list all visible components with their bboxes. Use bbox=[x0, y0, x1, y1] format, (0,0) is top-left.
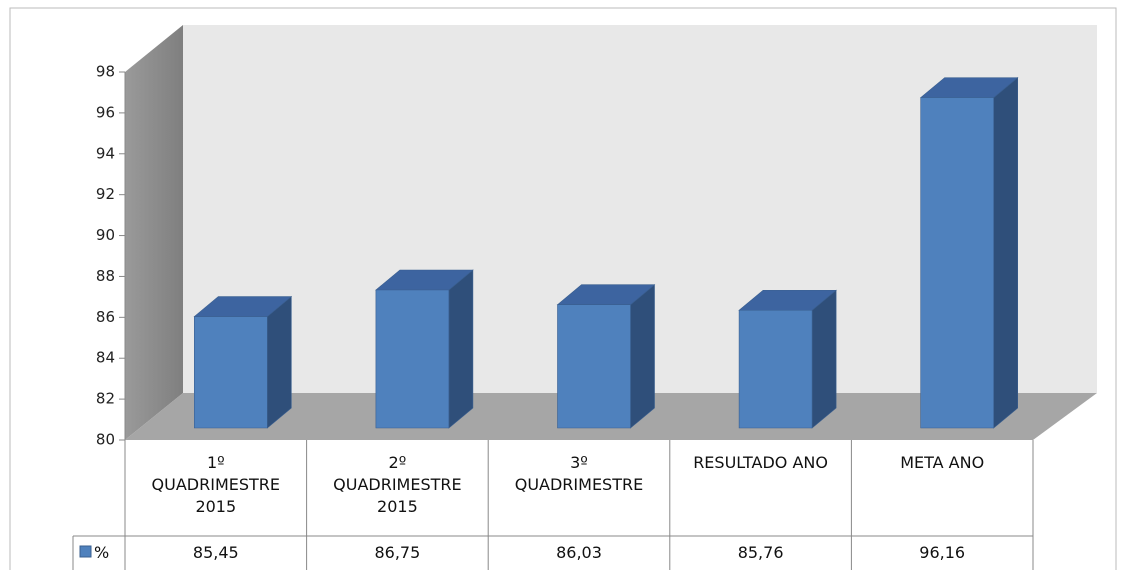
data-label: 86,75 bbox=[374, 543, 421, 562]
x-tick-label: 2º QUADRIMESTRE 2015 bbox=[333, 453, 462, 516]
bar-face bbox=[630, 284, 655, 429]
bar-face bbox=[448, 269, 474, 429]
y-tick-label: 88 bbox=[96, 267, 115, 285]
y-tick-label: 94 bbox=[96, 144, 115, 162]
bar-face bbox=[811, 289, 837, 429]
y-tick-label: 92 bbox=[96, 185, 115, 203]
bar-face bbox=[557, 304, 631, 429]
bar-face bbox=[738, 309, 813, 429]
x-tick-label: 3º QUADRIMESTRE bbox=[514, 453, 644, 494]
y-tick-label: 86 bbox=[96, 308, 115, 326]
y-tick-label: 96 bbox=[96, 103, 115, 121]
bar bbox=[193, 295, 293, 429]
y-tick-label: 84 bbox=[96, 349, 115, 367]
data-label: 96,16 bbox=[919, 543, 966, 562]
data-label: 85,45 bbox=[192, 543, 239, 562]
data-label: 85,76 bbox=[737, 543, 784, 562]
x-tick-label: META ANO bbox=[900, 453, 985, 472]
bar bbox=[556, 284, 656, 429]
bar-face bbox=[920, 97, 995, 429]
bar bbox=[375, 269, 474, 429]
y-tick-label: 90 bbox=[96, 226, 115, 244]
bar bbox=[738, 289, 837, 429]
x-tick-label: RESULTADO ANO bbox=[693, 453, 828, 472]
y-tick-label: 98 bbox=[96, 63, 115, 81]
y-tick-label: 82 bbox=[96, 390, 115, 408]
bar-face bbox=[266, 295, 292, 429]
x-tick-label: 1º QUADRIMESTRE 2015 bbox=[151, 453, 281, 516]
legend-label: % bbox=[94, 543, 110, 562]
bar bbox=[919, 76, 1019, 429]
data-label: 86,03 bbox=[556, 543, 602, 562]
legend-swatch bbox=[79, 545, 92, 558]
bar-face bbox=[194, 316, 268, 429]
bar-face bbox=[375, 289, 450, 429]
bar-face bbox=[993, 76, 1019, 429]
side-wall bbox=[125, 25, 183, 440]
y-tick-label: 80 bbox=[96, 431, 115, 449]
